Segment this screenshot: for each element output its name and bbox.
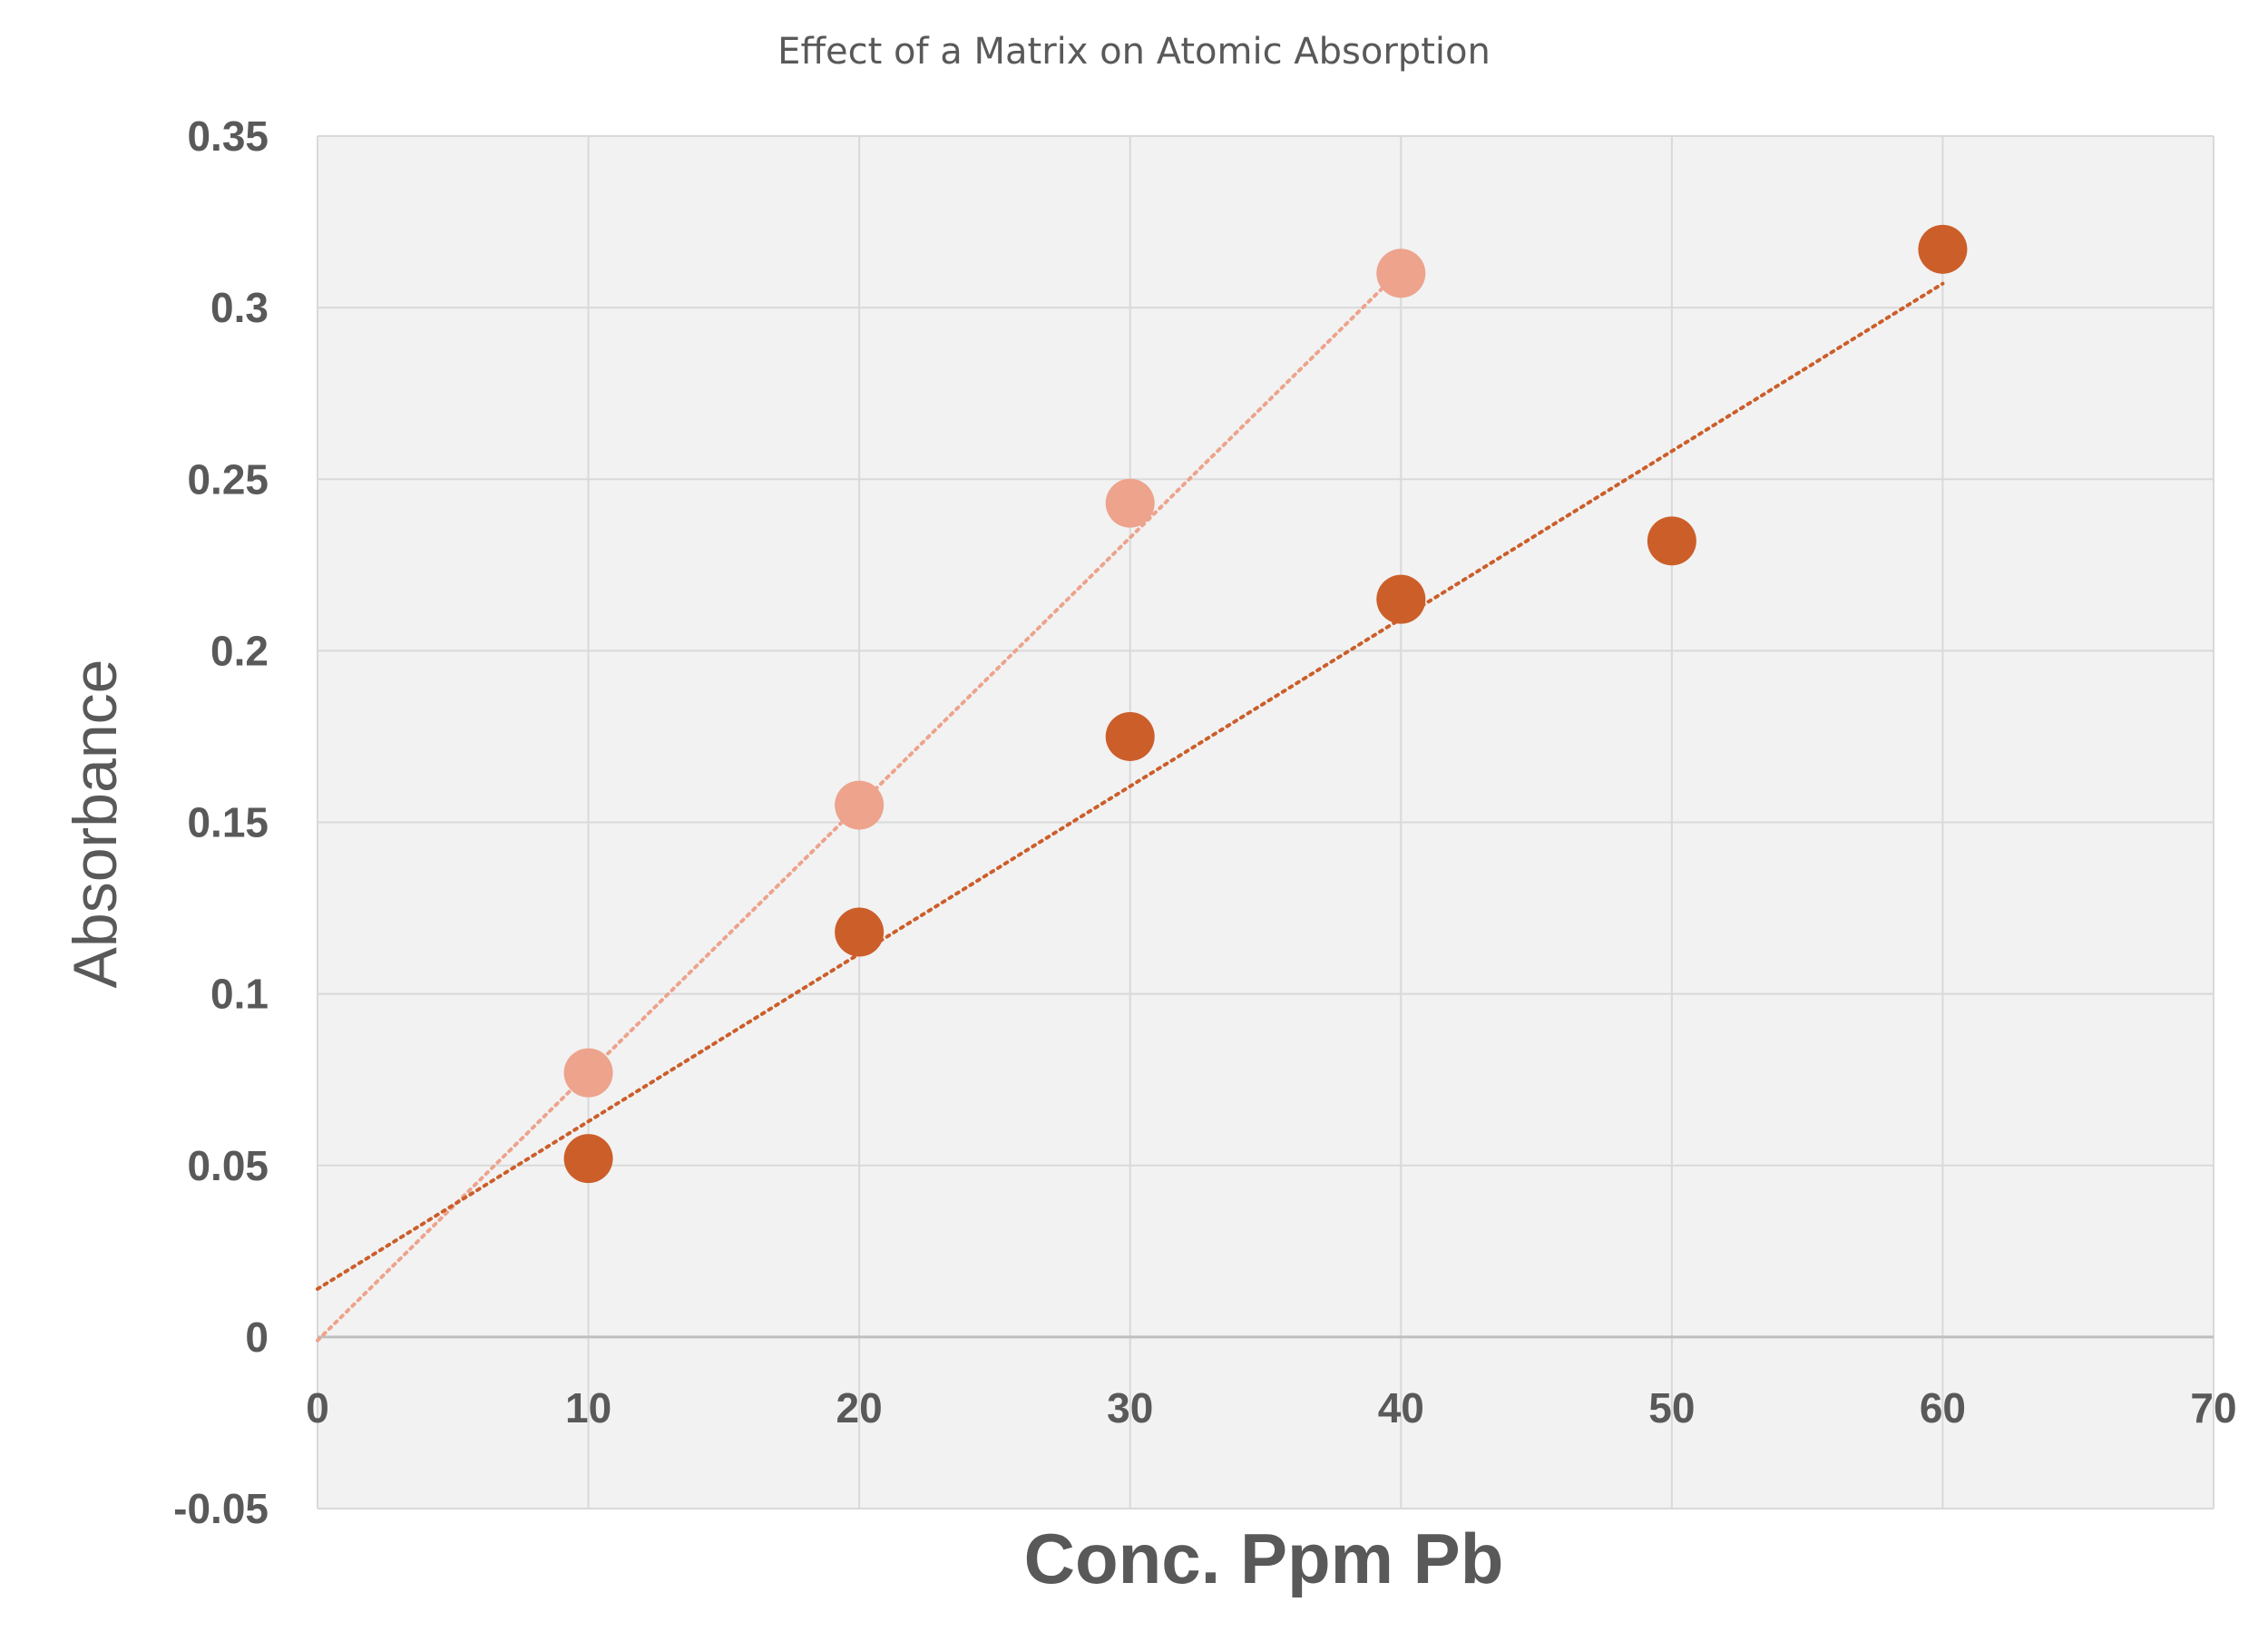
tick-labels: 0 10 20 30 40 50 60 70 -0.05 0 0.05 0.1 0.15 0.2 0.25 0… <box>173 112 2236 1532</box>
x-tick-label: 50 <box>1648 1384 1695 1431</box>
data-point-series-1 <box>1376 249 1426 298</box>
data-point-series-2 <box>1647 516 1696 566</box>
x-axis-title: Conc. Ppm Pb <box>1024 1519 1504 1598</box>
chart-title: Effect of a Matrix on Atomic Absorption <box>777 31 1491 73</box>
data-point-series-2 <box>835 907 885 957</box>
data-point-series-1 <box>1105 478 1155 528</box>
y-tick-label: 0.35 <box>187 112 269 160</box>
y-tick-label: 0.05 <box>187 1142 269 1189</box>
data-point-series-2 <box>563 1134 613 1184</box>
y-tick-label: -0.05 <box>173 1485 269 1532</box>
data-points <box>563 224 1968 1184</box>
x-tick-label: 20 <box>836 1384 883 1431</box>
x-tick-label: 10 <box>565 1384 611 1431</box>
x-tick-label: 0 <box>306 1384 329 1431</box>
x-tick-label: 40 <box>1378 1384 1424 1431</box>
y-tick-label: 0.3 <box>210 284 269 331</box>
y-tick-label: 0.1 <box>210 971 269 1018</box>
y-tick-label: 0.2 <box>210 627 269 674</box>
y-tick-label: 0 <box>245 1314 269 1361</box>
y-tick-label: 0.25 <box>187 455 269 503</box>
x-tick-label: 70 <box>2190 1384 2236 1431</box>
y-tick-label: 0.15 <box>187 799 269 846</box>
trendline-series-2 <box>316 281 1945 1291</box>
data-point-series-1 <box>563 1048 613 1098</box>
grid-lines <box>317 135 2214 1509</box>
data-point-series-2 <box>1918 224 1968 274</box>
data-point-series-2 <box>1105 711 1155 761</box>
data-point-series-1 <box>835 780 885 830</box>
y-axis-title: Absorbance <box>61 659 130 989</box>
x-tick-label: 60 <box>1920 1384 1966 1431</box>
data-point-series-2 <box>1376 574 1426 624</box>
x-tick-label: 30 <box>1107 1384 1153 1431</box>
